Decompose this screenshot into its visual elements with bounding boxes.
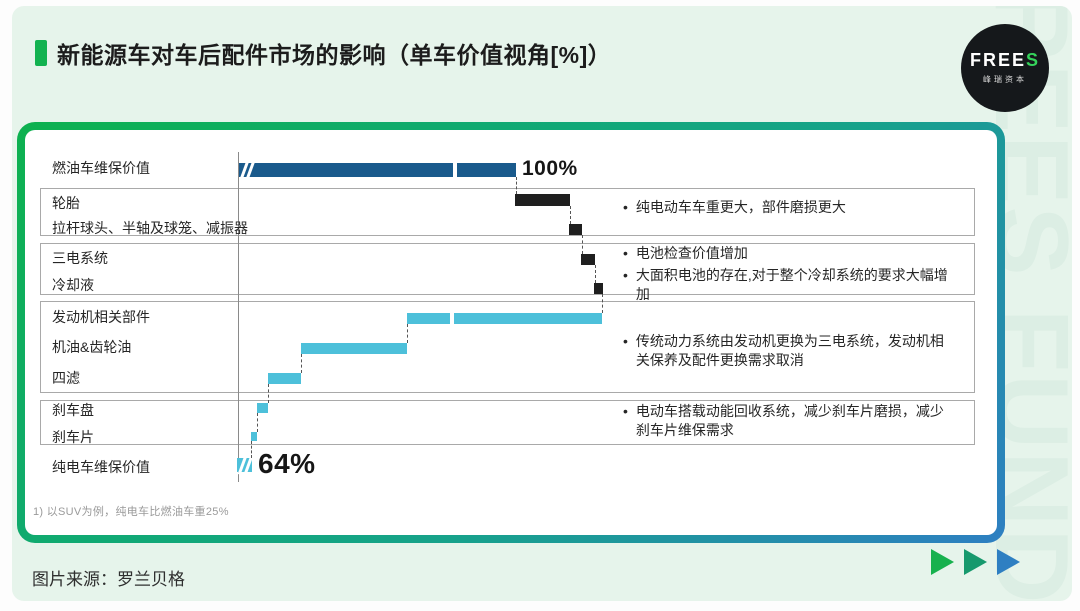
forward-arrows — [931, 549, 1020, 575]
group-box — [40, 400, 975, 445]
connector-line — [595, 265, 596, 283]
value-label: 100% — [522, 157, 578, 180]
waterfall-bar — [569, 224, 582, 235]
connector-line — [516, 177, 517, 194]
row-label: 刹车盘 — [52, 402, 94, 418]
frees-fund-logo: FREES 峰瑞资本 — [961, 24, 1049, 112]
logo-wordmark: FREES — [970, 51, 1040, 69]
value-label: 64% — [258, 448, 316, 479]
bar-gap — [453, 162, 457, 178]
connector-line — [268, 384, 269, 403]
row-label: 四滤 — [52, 370, 80, 386]
waterfall-bar — [515, 194, 570, 206]
waterfall-chart: 燃油车维保价值 100% 轮胎拉杆球头、半轴及球笼、减振器 三电系统冷却液发动机相关部… — [25, 130, 997, 535]
annotation-bullet: • 纯电动车车重更大，部件磨损更大 — [623, 199, 846, 215]
forward-arrow-icon — [964, 549, 987, 575]
annotation-block: • 传统动力系统由发动机更换为三电系统，发动机相关保养及配件更换需求取消 — [623, 332, 957, 373]
logo-text-main: FREE — [969, 50, 1026, 70]
connector-line — [570, 206, 571, 224]
group-box — [40, 188, 975, 236]
waterfall-bar — [301, 343, 407, 354]
logo-subtitle: 峰瑞资本 — [983, 75, 1027, 84]
forward-arrow-icon — [931, 549, 954, 575]
row-label: 冷却液 — [52, 277, 94, 293]
waterfall-bar — [268, 373, 301, 384]
page-title: 新能源车对车后配件市场的影响（单车价值视角[%]） — [57, 42, 612, 68]
group-box — [40, 243, 975, 295]
waterfall-bar — [237, 455, 254, 475]
logo-text-accent: S — [1026, 50, 1041, 70]
annotation-block: • 纯电动车车重更大，部件磨损更大 — [623, 198, 957, 220]
annotation-block: • 电池检查价值增加 • 大面积电池的存在,对于整个冷却系统的要求大幅增加 — [623, 244, 957, 307]
row-label: 拉杆球头、半轴及球笼、减振器 — [52, 220, 248, 236]
connector-line — [582, 235, 583, 254]
connector-line — [407, 324, 408, 343]
connector-line — [257, 413, 258, 432]
connector-line — [251, 441, 252, 458]
annotation-bullet: • 大面积电池的存在,对于整个冷却系统的要求大幅增加 — [623, 267, 948, 302]
bar-gap — [450, 312, 454, 325]
group-box — [40, 301, 975, 393]
connector-line — [301, 354, 302, 373]
forward-arrow-icon — [997, 549, 1020, 575]
title-bullet-marker — [35, 40, 47, 66]
source-caption: 图片来源：罗兰贝格 — [32, 570, 185, 589]
waterfall-bar — [239, 160, 516, 180]
waterfall-bar — [407, 312, 602, 325]
row-label: 燃油车维保价值 — [52, 160, 150, 176]
chart-card: 燃油车维保价值 100% 轮胎拉杆球头、半轴及球笼、减振器 三电系统冷却液发动机相关部… — [17, 122, 1005, 543]
axis-line — [238, 152, 239, 482]
annotation-block: • 电动车搭载动能回收系统，减少刹车片磨损，减少刹车片维保需求 — [623, 402, 957, 443]
annotation-bullet: • 电池检查价值增加 — [623, 245, 748, 261]
waterfall-bar — [257, 403, 268, 413]
annotation-bullet: • 电动车搭载动能回收系统，减少刹车片磨损，减少刹车片维保需求 — [623, 403, 944, 438]
row-label: 发动机相关部件 — [52, 309, 150, 325]
row-label: 刹车片 — [52, 429, 94, 445]
waterfall-bar — [251, 432, 257, 441]
row-label: 三电系统 — [52, 250, 108, 266]
chart-footnote: 1) 以SUV为例，纯电车比燃油车重25% — [33, 506, 229, 518]
connector-line — [602, 294, 603, 313]
waterfall-bar — [581, 254, 595, 265]
row-label: 纯电车维保价值 — [52, 459, 150, 475]
slide-header: 新能源车对车后配件市场的影响（单车价值视角[%]） — [35, 36, 611, 70]
row-label: 机油&齿轮油 — [52, 339, 132, 355]
annotation-bullet: • 传统动力系统由发动机更换为三电系统，发动机相关保养及配件更换需求取消 — [623, 333, 944, 368]
waterfall-bar — [594, 283, 603, 294]
row-label: 轮胎 — [52, 195, 80, 211]
